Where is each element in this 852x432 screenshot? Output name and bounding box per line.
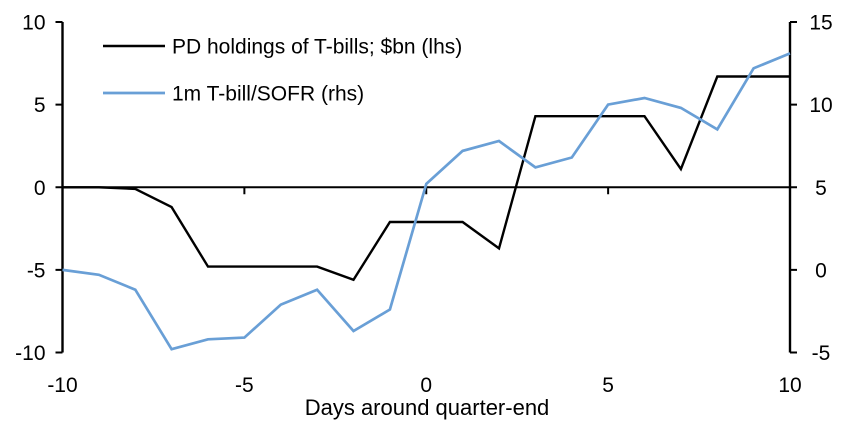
- right-axis-tick-label: 15: [809, 12, 832, 35]
- legend-label-tbill-sofr: 1m T-bill/SOFR (rhs): [172, 83, 364, 106]
- right-axis-ticks: 15 10 5 0 -5: [790, 12, 833, 365]
- x-axis-tick-label: 10: [778, 374, 801, 397]
- right-axis-tick-label: 0: [815, 259, 827, 282]
- x-axis-tick-label: -5: [235, 374, 254, 397]
- left-axis-tick-label: -5: [27, 259, 46, 282]
- left-axis-ticks: 10 5 0 -5 -10: [15, 12, 63, 365]
- data-series: [62, 52, 791, 351]
- x-axis-title: Days around quarter-end: [305, 395, 550, 420]
- left-axis-tick-label: 10: [22, 12, 45, 35]
- right-axis-tick-label: -5: [812, 342, 831, 365]
- legend-label-pd-holdings: PD holdings of T-bills; $bn (lhs): [172, 36, 462, 59]
- left-axis-tick-label: 5: [34, 94, 46, 117]
- x-axis-tick-label: -10: [47, 374, 77, 397]
- x-axis-tick-label: 5: [602, 374, 614, 397]
- right-axis-tick-label: 5: [815, 177, 827, 200]
- left-axis-tick-label: 0: [34, 177, 46, 200]
- x-axis-ticks: -10 -5 0 5 10: [47, 187, 802, 397]
- series-line-pd-holdings: [62, 75, 790, 282]
- right-axis-tick-label: 10: [809, 94, 832, 117]
- x-axis-tick-label: 0: [420, 374, 432, 397]
- left-axis-tick-label: -10: [15, 342, 45, 365]
- legend: PD holdings of T-bills; $bn (lhs) 1m T-b…: [103, 36, 462, 106]
- series-line-tbill-sofr: [62, 52, 791, 351]
